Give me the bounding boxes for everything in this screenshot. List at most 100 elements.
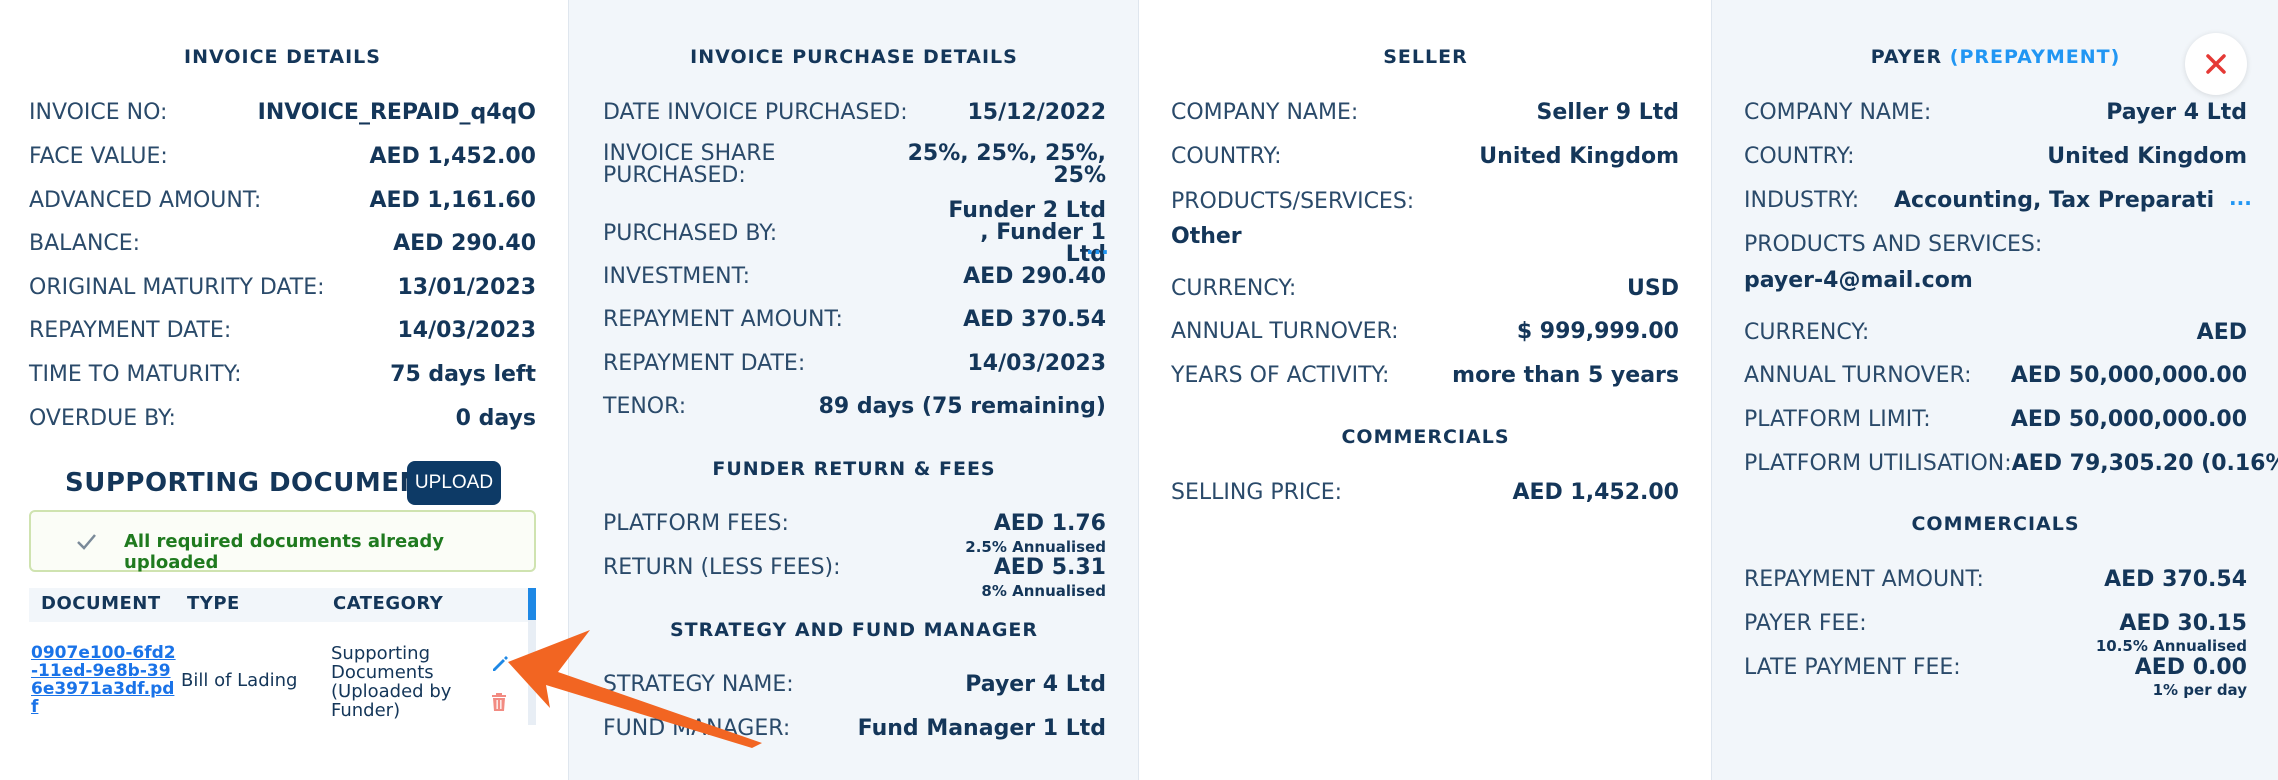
row-label: TENOR:	[603, 394, 687, 419]
row-value: Fund Manager 1 Ltd	[857, 716, 1106, 741]
payer-repayment-row: REPAYMENT AMOUNT: AED 370.54	[1744, 568, 2247, 592]
row-label: BALANCE:	[29, 231, 141, 256]
investment-row: INVESTMENT: AED 290.40	[603, 265, 1106, 289]
payer-fee-row: PAYER FEE: AED 30.15	[1744, 612, 2247, 636]
advanced-amount-row: ADVANCED AMOUNT: AED 1,161.60	[29, 189, 536, 213]
column-header-category: CATEGORY	[333, 593, 444, 614]
documents-uploaded-notice: All required documents already uploaded	[29, 510, 536, 573]
row-label: DATE INVOICE PURCHASED:	[603, 100, 908, 125]
row-value: AED 1,452.00	[369, 144, 536, 169]
payer-company-row: COMPANY NAME: Payer 4 Ltd	[1744, 101, 2247, 125]
seller-company-row: COMPANY NAME: Seller 9 Ltd	[1171, 101, 1679, 125]
documents-table-header: DOCUMENT TYPE CATEGORY	[29, 588, 528, 622]
date-purchased-row: DATE INVOICE PURCHASED: 15/12/2022	[603, 101, 1106, 125]
platform-fees-annualised: 2.5% Annualised	[965, 538, 1106, 556]
row-value: AED 370.54	[2104, 567, 2247, 592]
purchase-details-panel: INVOICE PURCHASE DETAILS DATE INVOICE PU…	[568, 0, 1138, 780]
face-value-row: FACE VALUE: AED 1,452.00	[29, 145, 536, 169]
strategy-name-row: STRATEGY NAME: Payer 4 Ltd	[603, 673, 1106, 697]
upload-button[interactable]: UPLOAD	[407, 461, 501, 505]
repayment-amount-row: REPAYMENT AMOUNT: AED 370.54	[603, 308, 1106, 332]
seller-products-value: Other	[1171, 224, 1242, 249]
seller-title: SELLER	[1383, 46, 1468, 68]
row-value: 75 days left	[390, 362, 536, 387]
row-label: INDUSTRY:	[1744, 188, 1860, 213]
close-button[interactable]	[2185, 33, 2247, 95]
row-value: AED 1,452.00	[1512, 480, 1679, 505]
seller-country-row: COUNTRY: United Kingdom	[1171, 145, 1679, 169]
row-label: REPAYMENT DATE:	[603, 351, 806, 376]
delete-icon[interactable]	[490, 692, 508, 712]
document-type: Bill of Lading	[181, 670, 298, 691]
row-label: COMPANY NAME:	[1744, 100, 1932, 125]
payer-country-row: COUNTRY: United Kingdom	[1744, 145, 2247, 169]
payer-industry-row: INDUSTRY: Accounting, Tax Preparation, B	[1744, 189, 2214, 213]
close-icon	[2206, 54, 2226, 74]
invoice-details-panel: INVOICE DETAILS INVOICE NO: INVOICE_REPA…	[0, 0, 568, 780]
row-label: STRATEGY NAME:	[603, 672, 794, 697]
return-annualised: 8% Annualised	[981, 582, 1106, 600]
platform-fees-row: PLATFORM FEES: AED 1.76	[603, 512, 1106, 536]
row-label: ADVANCED AMOUNT:	[29, 188, 262, 213]
share-purchased-row: INVOICE SHARE PURCHASED: 25%, 25%, 25%, …	[603, 143, 1106, 187]
row-label: PURCHASED BY:	[603, 221, 778, 246]
row-label: INVOICE NO:	[29, 100, 168, 125]
row-value: AED 290.40	[393, 231, 536, 256]
notice-message: All required documents already uploaded	[124, 531, 444, 573]
seller-commercials-title: COMMERCIALS	[1341, 426, 1510, 448]
row-label: ANNUAL TURNOVER:	[1171, 319, 1399, 344]
platform-utilisation-row: PLATFORM UTILISATION: AED 79,305.20 (0.1…	[1744, 451, 2278, 476]
row-label: COUNTRY:	[1744, 144, 1855, 169]
row-label: RETURN (LESS FEES):	[603, 555, 841, 580]
document-category: Supporting Documents (Uploaded by Funder…	[331, 643, 452, 721]
row-label: LATE PAYMENT FEE:	[1744, 655, 1961, 680]
time-to-maturity-row: TIME TO MATURITY: 75 days left	[29, 363, 536, 387]
late-fee-row: LATE PAYMENT FEE: AED 0.00	[1744, 656, 2247, 680]
original-maturity-row: ORIGINAL MATURITY DATE: 13/01/2023	[29, 276, 536, 300]
payer-turnover-row: ANNUAL TURNOVER: AED 50,000,000.00	[1744, 364, 2247, 388]
tenor-row: TENOR: 89 days (75 remaining)	[603, 395, 1106, 419]
row-value: United Kingdom	[2047, 144, 2247, 169]
row-value: Payer 4 Ltd	[2106, 100, 2247, 125]
row-value: AED 1,161.60	[369, 188, 536, 213]
seller-turnover-row: ANNUAL TURNOVER: $ 999,999.00	[1171, 320, 1679, 344]
row-label: COUNTRY:	[1171, 144, 1282, 169]
row-value: 89 days (75 remaining)	[818, 394, 1106, 419]
row-label: ANNUAL TURNOVER:	[1744, 363, 1972, 388]
repayment-date-row: REPAYMENT DATE: 14/03/2023	[603, 352, 1106, 376]
seller-years-row: YEARS OF ACTIVITY: more than 5 years	[1171, 364, 1679, 388]
seller-products-label: PRODUCTS/SERVICES:	[1171, 189, 1415, 214]
industry-more-link[interactable]: ...	[2229, 186, 2252, 210]
platform-limit-row: PLATFORM LIMIT: AED 50,000,000.00	[1744, 408, 2247, 432]
strategy-title: STRATEGY AND FUND MANAGER	[669, 619, 1039, 641]
balance-row: BALANCE: AED 290.40	[29, 232, 536, 256]
purchased-by-more-link[interactable]: ...	[1086, 235, 1109, 259]
row-label: PLATFORM LIMIT:	[1744, 407, 1931, 432]
row-value: AED	[2196, 320, 2247, 345]
seller-currency-row: CURRENCY: USD	[1171, 277, 1679, 301]
invoice-no-row: INVOICE NO: INVOICE_REPAID_q4qO	[29, 101, 536, 125]
table-scrollbar-thumb[interactable]	[528, 588, 536, 620]
row-value: 0 days	[455, 406, 536, 431]
seller-panel: SELLER COMPANY NAME: Seller 9 Ltd COUNTR…	[1138, 0, 1711, 780]
document-link[interactable]: 0907e100-6fd2-11ed-9e8b-396e3971a3df.pdf	[31, 643, 176, 717]
row-value: AED 50,000,000.00	[2010, 407, 2247, 432]
row-label: CURRENCY:	[1744, 320, 1870, 345]
late-fee-per-day: 1% per day	[2152, 681, 2247, 699]
row-value: United Kingdom	[1479, 144, 1679, 169]
row-value: USD	[1627, 276, 1679, 301]
row-label: FACE VALUE:	[29, 144, 168, 169]
invoice-details-title: INVOICE DETAILS	[184, 46, 381, 68]
edit-icon[interactable]	[490, 654, 510, 674]
payer-panel: PAYER (PREPAYMENT) COMPANY NAME: Payer 4…	[1711, 0, 2278, 780]
row-value: Accounting, Tax Preparation, B	[1894, 189, 2214, 213]
payer-products-label: PRODUCTS AND SERVICES:	[1744, 232, 2043, 257]
row-label: PLATFORM UTILISATION:	[1744, 451, 2012, 476]
row-value: AED 79,305.20 (0.16%)	[2011, 451, 2278, 476]
row-value: 14/03/2023	[397, 318, 536, 343]
row-label: TIME TO MATURITY:	[29, 362, 242, 387]
row-label: FUND MANAGER:	[603, 716, 791, 741]
payer-title: PAYER (PREPAYMENT)	[1712, 46, 2278, 68]
row-label: INVOICE SHARE PURCHASED:	[603, 141, 776, 188]
row-value: AED 50,000,000.00	[2010, 363, 2247, 388]
